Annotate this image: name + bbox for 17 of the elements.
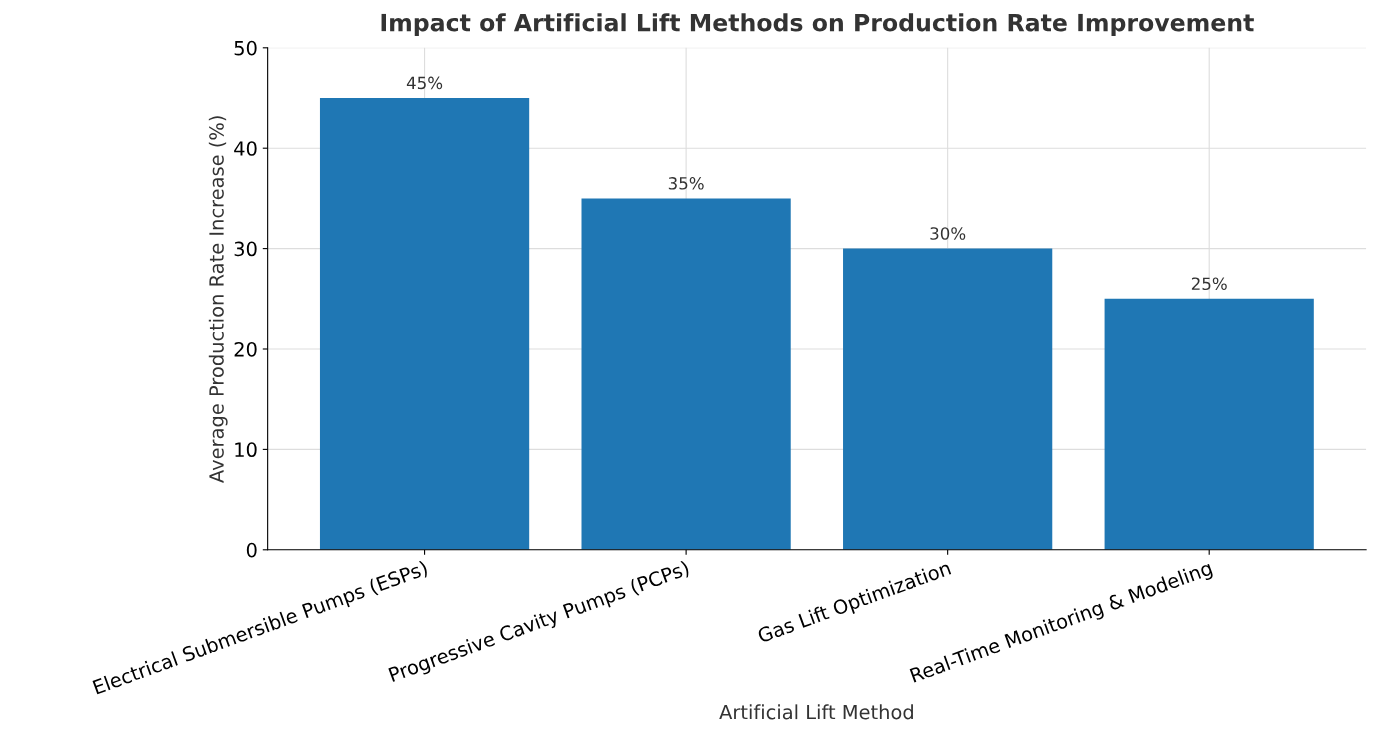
y-tick-label: 30 (234, 241, 257, 257)
bar (319, 98, 530, 550)
y-axis-title: Average Production Rate Increase (%) (208, 116, 228, 483)
y-tick-label: 0 (246, 542, 257, 558)
y-tick-label: 10 (235, 442, 257, 458)
bar (581, 198, 791, 550)
data-label: 25% (1191, 277, 1227, 291)
y-tick-label: 50 (234, 40, 257, 56)
y-tick-label: 40 (234, 141, 257, 156)
bar (1104, 298, 1314, 550)
data-label: 35% (668, 177, 704, 190)
data-label: 45% (406, 76, 443, 90)
bar (843, 248, 1053, 550)
y-tick-label: 20 (234, 341, 257, 357)
data-label: 30% (930, 227, 966, 240)
chart-title: Impact of Artificial Lift Methods on Production Rate Improvement (381, 13, 1254, 37)
x-axis-title: Artificial Lift Method (719, 704, 913, 720)
